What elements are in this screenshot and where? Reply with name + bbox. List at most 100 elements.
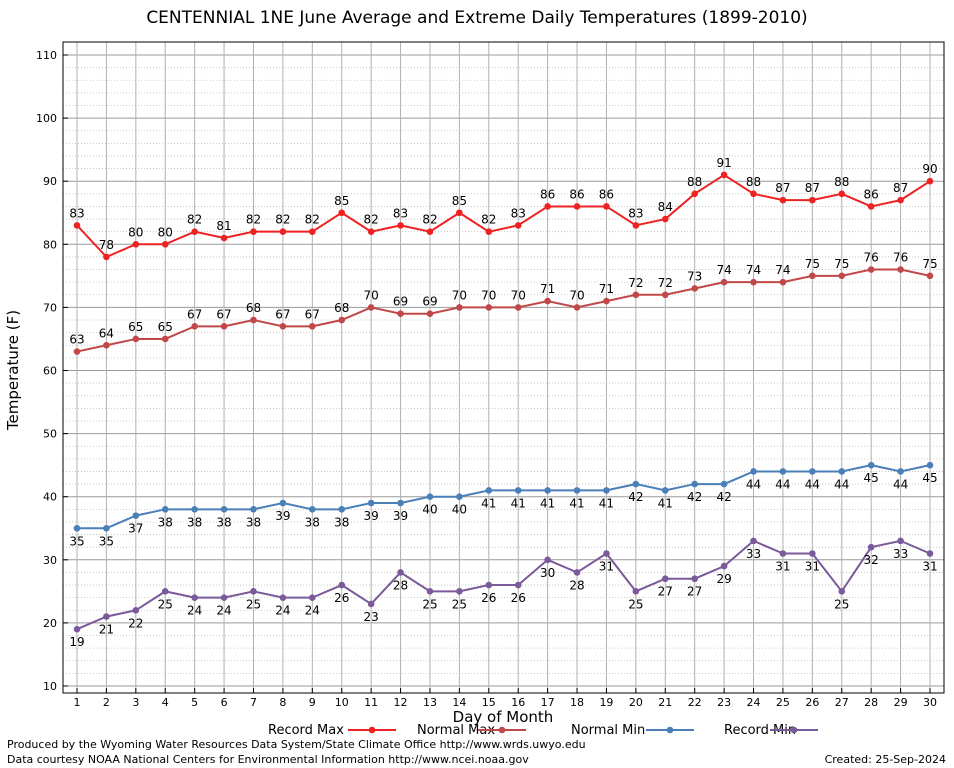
- data-point: [73, 625, 81, 633]
- legend-marker: [498, 726, 506, 734]
- data-point: [250, 228, 257, 235]
- data-point: [720, 171, 728, 179]
- legend-label: Record Min: [724, 723, 796, 738]
- data-label: 33: [746, 547, 761, 561]
- data-point: [456, 588, 463, 595]
- data-label: 31: [922, 559, 937, 573]
- data-label: 24: [305, 604, 320, 618]
- data-label: 74: [775, 263, 790, 277]
- data-point: [309, 506, 316, 513]
- grid-layer: [63, 42, 944, 693]
- x-tick-label: 8: [279, 696, 286, 709]
- data-label: 85: [452, 194, 467, 208]
- legend-label: Record Max: [268, 723, 344, 738]
- data-label: 88: [746, 175, 761, 189]
- data-label: 67: [275, 307, 290, 321]
- data-point: [338, 209, 346, 217]
- data-label: 85: [334, 194, 349, 208]
- data-label: 69: [422, 295, 437, 309]
- data-point: [691, 190, 698, 198]
- data-label: 42: [716, 490, 731, 504]
- data-label: 35: [69, 534, 84, 548]
- data-point: [220, 506, 228, 513]
- data-label: 72: [658, 276, 673, 290]
- x-tick-label: 19: [599, 696, 613, 709]
- data-point: [573, 304, 581, 311]
- data-point: [691, 285, 698, 292]
- data-label: 41: [658, 496, 673, 510]
- y-axis-title: Temperature (F): [4, 310, 22, 431]
- data-point: [926, 177, 934, 185]
- y-tick-label: 80: [43, 238, 57, 251]
- data-point: [338, 506, 346, 513]
- data-label: 25: [246, 597, 261, 611]
- data-label: 86: [599, 187, 614, 201]
- data-point: [338, 316, 346, 324]
- data-point: [632, 480, 640, 488]
- footer-created-date: Created: 25-Sep-2024: [824, 753, 946, 766]
- x-tick-label: 30: [923, 696, 937, 709]
- data-label: 76: [864, 251, 879, 265]
- x-tick-label: 11: [364, 696, 378, 709]
- data-point: [367, 304, 375, 311]
- x-tick-label: 16: [511, 696, 525, 709]
- data-label: 38: [305, 515, 320, 529]
- data-point: [897, 266, 904, 273]
- data-point: [809, 468, 816, 475]
- y-tick-label: 100: [36, 112, 57, 125]
- data-point: [809, 196, 816, 204]
- data-point: [838, 190, 846, 198]
- data-label: 44: [746, 477, 761, 491]
- data-point: [632, 588, 640, 595]
- x-tick-label: 7: [250, 696, 257, 709]
- x-tick-label: 3: [132, 696, 139, 709]
- x-tick-label: 27: [835, 696, 849, 709]
- data-label: 83: [69, 206, 84, 220]
- data-point: [397, 222, 404, 229]
- x-tick-label: 6: [221, 696, 228, 709]
- data-point: [897, 537, 904, 545]
- data-point: [279, 323, 287, 330]
- data-point: [426, 493, 434, 501]
- data-point: [867, 543, 875, 551]
- data-point: [838, 272, 846, 280]
- data-label: 67: [187, 307, 202, 321]
- data-point: [720, 278, 728, 286]
- data-label: 90: [922, 162, 937, 176]
- data-label: 76: [893, 251, 908, 265]
- data-point: [456, 304, 463, 311]
- data-point: [132, 241, 140, 248]
- data-point: [338, 581, 346, 589]
- data-label: 24: [216, 604, 231, 618]
- data-label: 81: [216, 219, 231, 233]
- data-point: [161, 506, 169, 513]
- data-label: 42: [628, 490, 643, 504]
- data-point: [250, 316, 257, 324]
- data-label: 87: [775, 181, 790, 195]
- data-point: [191, 506, 198, 513]
- data-label: 86: [540, 187, 555, 201]
- data-label: 26: [511, 591, 526, 605]
- data-label: 64: [99, 326, 114, 340]
- data-label: 24: [187, 604, 202, 618]
- data-label: 41: [540, 496, 555, 510]
- data-label: 37: [128, 522, 143, 536]
- data-point: [779, 550, 787, 557]
- data-label: 45: [864, 471, 879, 485]
- data-point: [603, 297, 610, 305]
- y-tick-label: 70: [43, 301, 57, 314]
- data-point: [191, 228, 198, 235]
- data-point: [750, 468, 757, 475]
- data-point: [103, 253, 110, 261]
- data-label: 87: [805, 181, 820, 195]
- series-normal-max: 63 64 65 65 67 67 68 67 67 68 70 69 69 70 70 70 71 70 71 72…: [69, 251, 938, 355]
- data-point: [397, 569, 404, 576]
- data-point: [603, 203, 610, 210]
- x-tick-label: 25: [776, 696, 790, 709]
- legend-item: Normal Max: [417, 723, 526, 738]
- data-label: 70: [569, 288, 584, 302]
- data-point: [485, 228, 493, 235]
- legend-label: Normal Min: [571, 723, 645, 738]
- y-tick-label: 10: [43, 680, 57, 693]
- data-label: 75: [922, 257, 937, 271]
